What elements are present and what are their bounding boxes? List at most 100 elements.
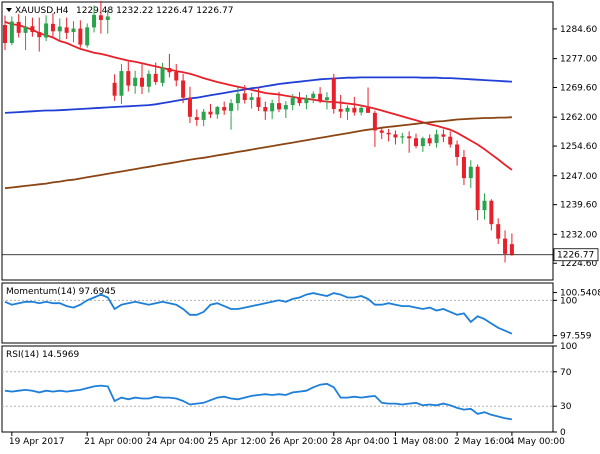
momentum-tick-label: 100 xyxy=(560,296,577,306)
candle xyxy=(57,18,62,42)
candle xyxy=(468,160,473,188)
candle xyxy=(44,15,49,42)
candle xyxy=(30,17,35,37)
candle xyxy=(283,101,288,118)
candle xyxy=(105,9,110,34)
sma100-line xyxy=(4,76,512,114)
candle xyxy=(50,13,55,37)
candle xyxy=(119,64,124,104)
momentum-tick-label: 97.559 xyxy=(560,332,592,342)
time-tick-label: 24 Apr 04:00 xyxy=(146,437,205,447)
candle xyxy=(112,74,117,101)
candle xyxy=(256,87,261,111)
price-series xyxy=(2,0,553,263)
candle xyxy=(208,103,213,118)
chevron-down-icon[interactable] xyxy=(6,8,12,12)
candle xyxy=(324,92,329,110)
rsi-panel-frame xyxy=(1,345,554,433)
candle xyxy=(9,16,14,46)
candle xyxy=(311,91,316,104)
time-tick-label: 2 May 16:00 xyxy=(454,437,510,447)
ohlc-values: 1229.48 1232.22 1226.47 1226.77 xyxy=(76,6,233,16)
candle xyxy=(133,70,138,94)
candle xyxy=(194,109,199,126)
candle xyxy=(242,85,247,104)
candle xyxy=(222,101,227,115)
candle xyxy=(304,94,309,110)
candle xyxy=(455,140,460,166)
momentum-series xyxy=(2,292,553,335)
price-tick-label: 1247.00 xyxy=(560,172,597,182)
candle xyxy=(3,15,7,51)
candle xyxy=(201,108,206,127)
candle xyxy=(318,87,323,104)
candle xyxy=(140,64,144,95)
candle xyxy=(338,94,343,118)
rsi-tick-label: 70 xyxy=(560,368,572,378)
candle xyxy=(482,193,487,220)
candle xyxy=(379,128,384,140)
rsi-series xyxy=(2,371,553,421)
candle xyxy=(503,230,508,263)
momentum-label: Momentum(14) 97.6945 xyxy=(6,287,116,297)
price-tick-label: 1262.00 xyxy=(560,113,597,123)
price-tick-label: 1284.60 xyxy=(560,25,597,35)
candle xyxy=(85,23,90,48)
time-tick-label: 25 Apr 12:00 xyxy=(208,437,267,447)
rsi-line xyxy=(4,382,513,421)
candle xyxy=(181,73,186,104)
time-tick-label: 28 Apr 04:00 xyxy=(331,437,390,447)
candle xyxy=(400,132,405,144)
candle xyxy=(509,233,514,256)
candle xyxy=(441,129,446,143)
candle xyxy=(160,62,165,87)
candle xyxy=(448,131,453,148)
candle xyxy=(215,105,220,119)
candle xyxy=(71,21,76,43)
price-tick-label: 1224.60 xyxy=(560,259,597,269)
candle xyxy=(229,99,234,130)
candle xyxy=(461,149,466,186)
price-tick-label: 1254.60 xyxy=(560,142,597,152)
symbol-label: XAUUSD,H4 xyxy=(15,6,69,16)
candle xyxy=(235,87,240,111)
time-tick-label: 1 May 08:00 xyxy=(392,437,448,447)
sma200-line xyxy=(4,116,512,190)
candle xyxy=(187,86,192,124)
candle xyxy=(475,164,480,221)
candle xyxy=(126,61,131,92)
candle xyxy=(407,131,412,153)
candle xyxy=(434,129,439,148)
current-price-label: 1226.77 xyxy=(557,251,594,261)
candle xyxy=(37,17,42,52)
candle xyxy=(64,17,69,40)
candle xyxy=(420,136,425,152)
time-tick-label: 4 May 00:00 xyxy=(509,437,565,447)
current-price-box xyxy=(553,248,599,262)
candle xyxy=(496,218,501,245)
candle xyxy=(297,92,302,106)
price-tick-label: 1239.60 xyxy=(560,201,597,211)
candle xyxy=(366,87,371,113)
candle xyxy=(270,99,275,120)
momentum-line xyxy=(4,292,513,335)
candle xyxy=(427,134,432,147)
candle xyxy=(290,94,295,111)
time-tick-label: 21 Apr 00:00 xyxy=(84,437,143,447)
price-tick-label: 1269.60 xyxy=(560,84,597,94)
time-tick-label: 19 Apr 2017 xyxy=(9,437,65,447)
time-tick-label: 26 Apr 20:00 xyxy=(269,437,328,447)
axes: 1284.60 1277.00 1269.60 1262.00 1254.60 1247.… xyxy=(9,25,600,447)
candle xyxy=(153,62,158,85)
chart-header: XAUUSD,H4 1229.48 1232.22 1226.47 1226.7… xyxy=(6,6,233,16)
candle xyxy=(263,101,268,120)
candle xyxy=(489,199,494,231)
rsi-tick-label: 30 xyxy=(560,402,572,412)
momentum-tick-label: 100.5408 xyxy=(560,289,600,299)
candle xyxy=(352,96,357,116)
candle xyxy=(78,20,83,48)
candle xyxy=(393,130,398,145)
candle xyxy=(174,64,179,87)
